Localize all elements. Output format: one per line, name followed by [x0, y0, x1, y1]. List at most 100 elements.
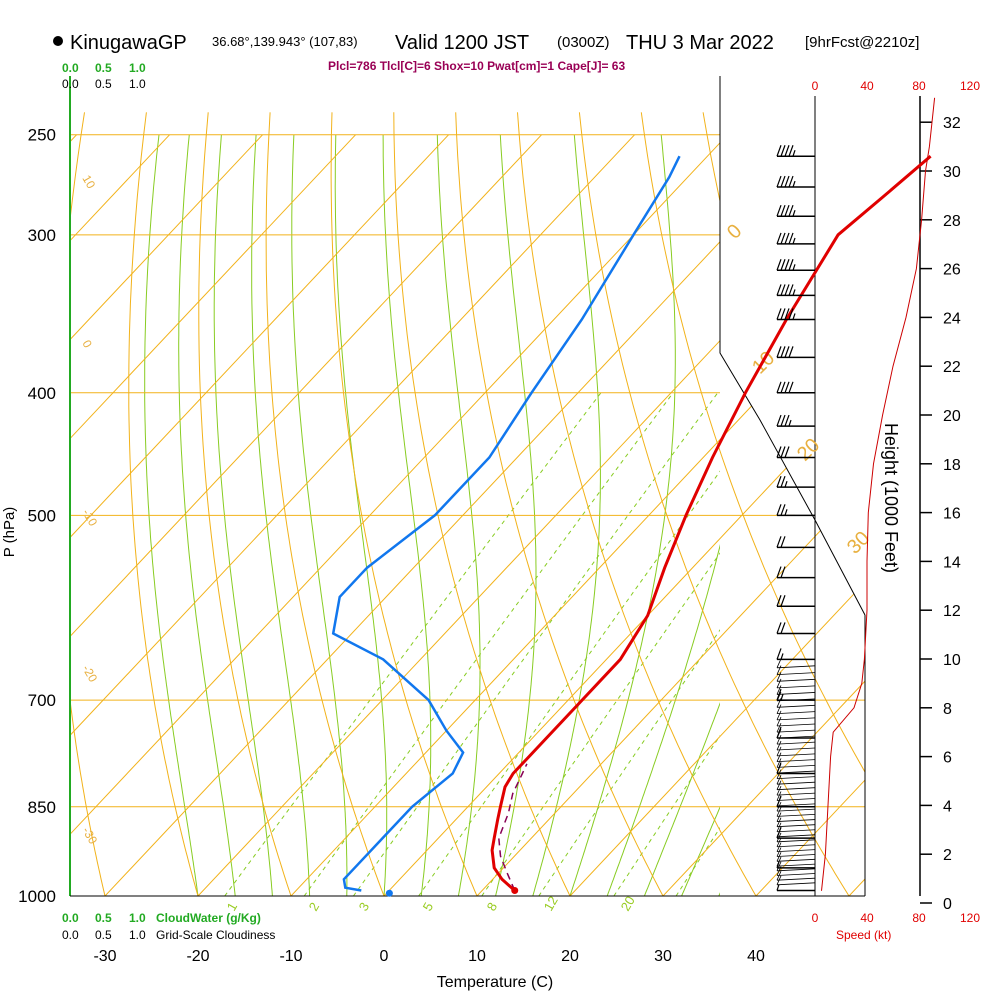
isotherm-30 — [662, 134, 865, 896]
pressure-tick-1000: 1000 — [18, 887, 56, 906]
wind-barb-low-39 — [776, 882, 816, 886]
wind-barb-low-38 — [776, 877, 816, 881]
wind-barb-flag-6 — [788, 308, 794, 320]
wind-barb-low-1 — [776, 672, 816, 675]
wind-barb-flag-5 — [788, 284, 794, 296]
wind-barb-low-flag-30 — [776, 832, 782, 842]
height-tick-10: 10 — [943, 652, 961, 669]
height-axis-label: Height (1000 Feet) — [881, 423, 901, 573]
wind-barb-low-flag-36 — [776, 861, 782, 871]
pressure-tick-400: 400 — [28, 384, 56, 403]
wind-barb-flag-4 — [776, 259, 782, 271]
wind-barb-half-5 — [792, 289, 796, 296]
wind-barb-flag-6 — [776, 308, 782, 320]
moist-adiabat-0 — [334, 134, 388, 896]
wind-barb-flag-7 — [784, 346, 790, 358]
wind-barb-low-flag-2 — [776, 672, 782, 682]
wind-barb-low-33 — [776, 854, 816, 857]
wind-barb-low-flag-10 — [776, 722, 782, 733]
mixing-ratio-label-8: 8 — [484, 900, 501, 914]
isotherm-label-7: 20 — [793, 434, 824, 465]
wind-barb-low-21 — [776, 792, 816, 796]
pressure-tick-700: 700 — [28, 691, 56, 710]
dry-adiabat-50 — [578, 112, 865, 896]
dry-adiabat--30 — [70, 112, 113, 896]
speed-tick-bottom-0: 0 — [812, 911, 819, 925]
wind-barb-flag-1 — [788, 175, 794, 188]
wind-barb-12 — [776, 504, 815, 517]
cloudiness-tick-top-2: 1.0 — [129, 77, 146, 91]
dry-adiabat-30 — [455, 112, 678, 896]
wind-barb-7 — [776, 346, 815, 359]
dry-adiabat-0 — [265, 112, 395, 896]
dry-adiabat-40 — [517, 112, 773, 896]
mixing-ratio-line-1 — [224, 392, 602, 896]
wind-barb-low-flag-15 — [776, 752, 782, 762]
height-tick-2: 2 — [943, 847, 952, 864]
wind-barb-low-29 — [776, 834, 816, 838]
mixing-ratio-line-2 — [303, 392, 674, 896]
wind-barb-flag-5 — [780, 284, 786, 296]
mixing-ratio-label-5: 5 — [420, 900, 437, 914]
temperature-tick-20: 20 — [561, 948, 579, 965]
mixing-ratio-line-8 — [481, 552, 720, 896]
wind-barb-flag-4 — [788, 259, 794, 271]
wind-barb-low-17 — [776, 770, 816, 774]
wind-barb-low-9 — [776, 723, 816, 727]
wind-barb-half-18 — [780, 693, 784, 701]
wind-barb-low-14 — [776, 753, 816, 757]
wind-barb-15 — [776, 595, 815, 607]
moist-adiabat-20 — [569, 134, 676, 896]
wind-barb-low-37 — [776, 873, 816, 876]
wind-barb-flag-3 — [788, 232, 794, 245]
dry-adiabat-10 — [330, 112, 490, 896]
temperature-axis: -30 -20 -10 0 10 20 30 40 — [93, 948, 765, 965]
moist-adiabat-32 — [681, 805, 720, 896]
temperature-axis-label: Temperature (C) — [437, 974, 553, 991]
zulu-time: (0300Z) — [557, 34, 610, 51]
wind-barb-low-20 — [776, 787, 816, 791]
speed-tick-top-0: 0 — [812, 79, 819, 93]
moist-adiabat-12 — [495, 134, 537, 896]
isotherm-label-5: 0 — [723, 220, 746, 243]
wind-barb-flag-7 — [776, 346, 782, 358]
wind-barb-flag-16 — [780, 622, 786, 634]
moist-adiabat--4 — [291, 134, 348, 896]
pressure-tick-850: 850 — [28, 798, 56, 817]
cloudwater-tick-bottom-0: 0.0 — [62, 911, 79, 925]
cloudwater-tick-top-2: 1.0 — [129, 61, 146, 75]
wind-barb-low-flag-18 — [776, 769, 782, 779]
wind-barb-low-8 — [776, 717, 816, 721]
cloudwater-tick-bottom-1: 0.5 — [95, 911, 112, 925]
forecast-info: [9hrFcst@2210z] — [805, 34, 919, 51]
wind-barb-flag-7 — [788, 346, 794, 358]
wind-barb-low-flag-33 — [776, 847, 782, 857]
wind-barb-low-flag-20 — [776, 780, 782, 790]
surface-dewpoint-marker — [385, 889, 393, 897]
wind-barb-low-flag-13 — [776, 740, 782, 751]
cloudiness-tick-bottom-1: 0.5 — [95, 928, 112, 942]
wind-barb-flag-11 — [776, 475, 782, 488]
wind-barb-low-flag-9 — [776, 716, 782, 727]
cloudwater-tick-bottom-2: 1.0 — [129, 911, 146, 925]
plot-frame — [69, 76, 921, 897]
wind-barb-low-13 — [776, 747, 816, 751]
wind-barb-flag-0 — [776, 145, 782, 157]
wind-barb-low-flag-31 — [776, 837, 782, 847]
wind-barb-low-25 — [776, 813, 816, 817]
isotherm-label-3: -20 — [79, 663, 100, 685]
wind-barb-low-flag-3 — [776, 678, 782, 689]
wind-barb-low-flag-25 — [776, 807, 782, 817]
wind-barb-flag-8 — [776, 381, 782, 394]
mixing-ratio-label-3: 3 — [356, 900, 373, 914]
wind-barb-half-1 — [792, 180, 796, 188]
wind-barb-14 — [776, 566, 815, 579]
wind-barb-flag-5 — [784, 284, 790, 296]
wind-barb-low-32 — [776, 849, 816, 853]
isotherm-20 — [569, 134, 865, 896]
dry-adiabat--10 — [198, 112, 301, 896]
height-tick-26: 26 — [943, 262, 961, 279]
wind-barb-low-flag-32 — [776, 842, 782, 852]
